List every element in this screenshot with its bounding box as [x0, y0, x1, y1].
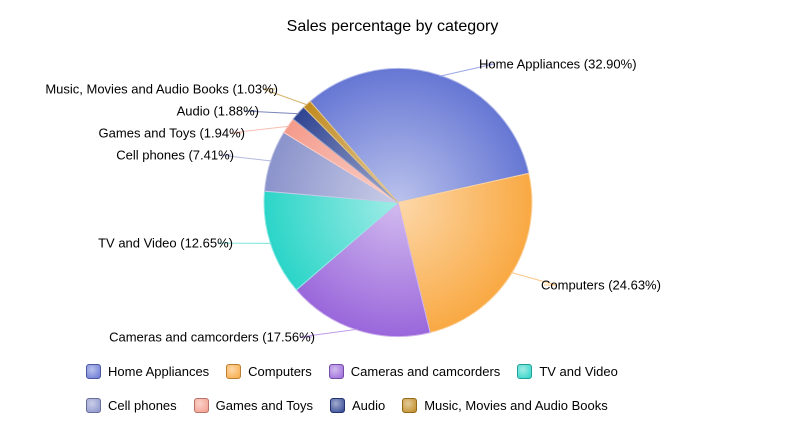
pie-slice-home-appliances[interactable]: [309, 68, 530, 203]
slice-labels: Home Appliances (32.90%) Computers (24.63…: [45, 57, 661, 345]
slice-label-cameras-and-camcorders: Cameras and camcorders (17.56%): [109, 330, 315, 345]
legend-marker-games-and-toys: [193, 398, 209, 413]
slice-label-computers: Computers (24.63%): [541, 278, 661, 293]
slice-label-games-and-toys: Games and Toys (1.94%): [99, 126, 245, 141]
legend-label-audio: Audio: [351, 398, 386, 413]
legend-item-tv-and-video[interactable]: TV and Video: [517, 364, 618, 379]
legend-label-games-and-toys: Games and Toys: [215, 398, 313, 413]
slice-label-home-appliances: Home Appliances (32.90%): [479, 57, 637, 72]
leader-line-cell-phones: [218, 154, 272, 162]
slice-label-music-movies-and-audio-books: Music, Movies and Audio Books (1.03%): [45, 82, 278, 97]
leader-line-audio: [243, 110, 300, 115]
legend-item-cameras-and-camcorders[interactable]: Cameras and camcorders: [328, 364, 501, 379]
leader-line-games-and-toys: [229, 125, 290, 134]
legend: Home Appliances Computers Cameras and camc…: [86, 364, 708, 413]
legend-label-computers: Computers: [248, 364, 312, 379]
pie-slices: [263, 68, 533, 337]
legend-marker-cameras-and-camcorders: [328, 364, 344, 379]
legend-label-cameras-and-camcorders: Cameras and camcorders: [350, 364, 501, 379]
chart-title: Sales percentage by category: [286, 18, 499, 35]
legend-item-games-and-toys[interactable]: Games and Toys: [193, 398, 313, 413]
leader-line-computers: [510, 272, 557, 286]
pie-slice-cameras-and-camcorders[interactable]: [295, 202, 431, 337]
legend-label-music-movies-and-audio-books: Music, Movies and Audio Books: [424, 398, 608, 413]
legend-label-tv-and-video: TV and Video: [539, 364, 618, 379]
legend-marker-tv-and-video: [517, 364, 533, 379]
legend-marker-computers: [226, 364, 242, 379]
legend-item-computers[interactable]: Computers: [226, 364, 312, 379]
leader-line-cameras-and-camcorders: [299, 328, 358, 338]
legend-marker-cell-phones: [86, 398, 101, 413]
legend-label-cell-phones: Cell phones: [108, 398, 177, 413]
legend-marker-audio: [329, 398, 345, 413]
slice-label-tv-and-video: TV and Video (12.65%): [98, 236, 233, 251]
legend-item-cell-phones[interactable]: Cell phones: [86, 398, 177, 413]
legend-marker-home-appliances: [86, 364, 101, 379]
legend-item-music-movies-and-audio-books[interactable]: Music, Movies and Audio Books: [402, 398, 608, 413]
leader-line-music-movies-and-audio-books: [262, 88, 308, 106]
slice-label-cell-phones: Cell phones (7.41%): [116, 148, 234, 163]
leader-line-home-appliances: [439, 63, 495, 77]
legend-item-audio[interactable]: Audio: [329, 398, 386, 413]
leader-lines: [217, 63, 557, 338]
legend-label-home-appliances: Home Appliances: [108, 364, 210, 379]
legend-item-home-appliances[interactable]: Home Appliances: [86, 364, 209, 379]
legend-marker-music-movies-and-audio-books: [402, 398, 418, 413]
slice-label-audio: Audio (1.88%): [177, 104, 259, 119]
